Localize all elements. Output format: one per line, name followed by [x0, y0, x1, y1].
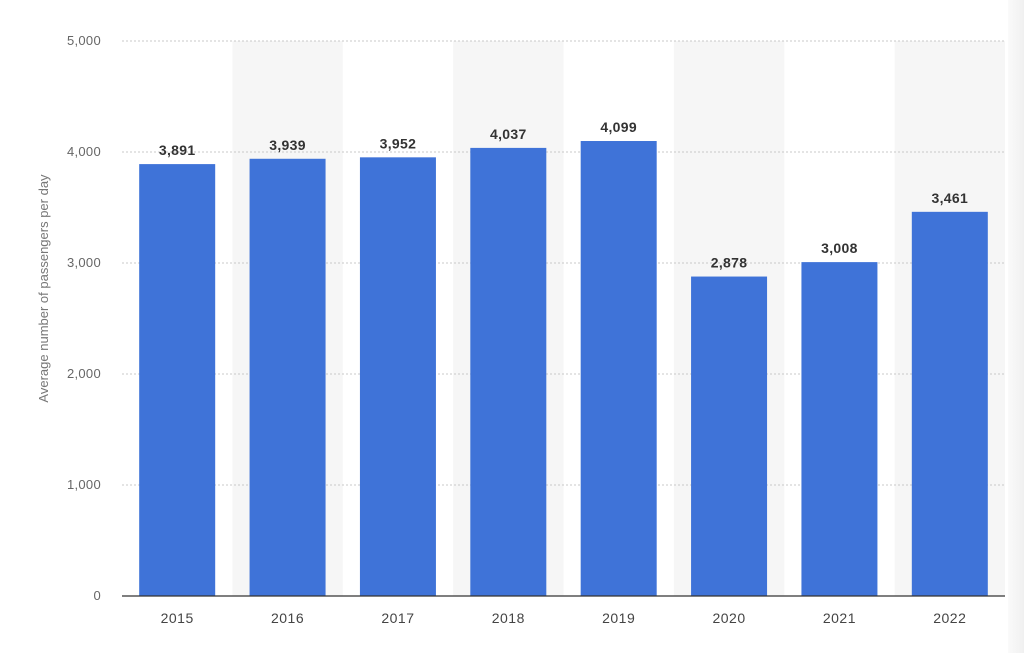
x-tick-label-2017: 2017 [381, 610, 414, 626]
y-tick-label: 0 [93, 588, 101, 603]
bar-2017 [359, 157, 436, 596]
bar-2022 [911, 211, 988, 597]
x-tick-label-2018: 2018 [492, 610, 525, 626]
x-tick-label-2016: 2016 [271, 610, 304, 626]
y-tick-label: 5,000 [67, 33, 101, 48]
x-axis-ticks: 2015 2016 2017 2018 2019 2020 2021 2022 [161, 610, 966, 626]
bar-2016 [249, 158, 326, 596]
bar-2015 [139, 164, 216, 596]
x-tick-label-2015: 2015 [161, 610, 194, 626]
x-tick-label-2022: 2022 [933, 610, 966, 626]
y-tick-label: 1,000 [67, 477, 101, 492]
bar-series [139, 141, 988, 597]
data-label-2021: 3,008 [821, 240, 858, 256]
data-label-2019: 4,099 [600, 119, 637, 135]
y-tick-label: 2,000 [67, 366, 101, 381]
bar-2018 [470, 147, 547, 596]
data-label-2020: 2,878 [711, 255, 748, 271]
x-tick-label-2021: 2021 [823, 610, 856, 626]
data-label-2017: 3,952 [380, 135, 417, 151]
y-tick-label: 3,000 [67, 255, 101, 270]
data-label-2022: 3,461 [932, 190, 969, 206]
bar-2021 [801, 262, 878, 596]
data-label-2016: 3,939 [269, 137, 306, 153]
bar-2019 [580, 141, 657, 597]
y-tick-label: 4,000 [67, 144, 101, 159]
x-tick-label-2020: 2020 [712, 610, 745, 626]
bar-2020 [691, 276, 768, 596]
data-labels: 3,891 3,939 3,952 4,037 4,099 2,878 3,008 3,461 [159, 119, 968, 271]
scroll-edge [1008, 0, 1024, 653]
data-label-2018: 4,037 [490, 126, 527, 142]
x-tick-label-2019: 2019 [602, 610, 635, 626]
grid-lines [122, 40, 1005, 486]
y-axis-ticks: 0 1,000 2,000 3,000 4,000 5,000 [67, 33, 101, 603]
data-label-2015: 3,891 [159, 142, 196, 158]
y-axis-title: Average number of passengers per day [36, 174, 51, 403]
